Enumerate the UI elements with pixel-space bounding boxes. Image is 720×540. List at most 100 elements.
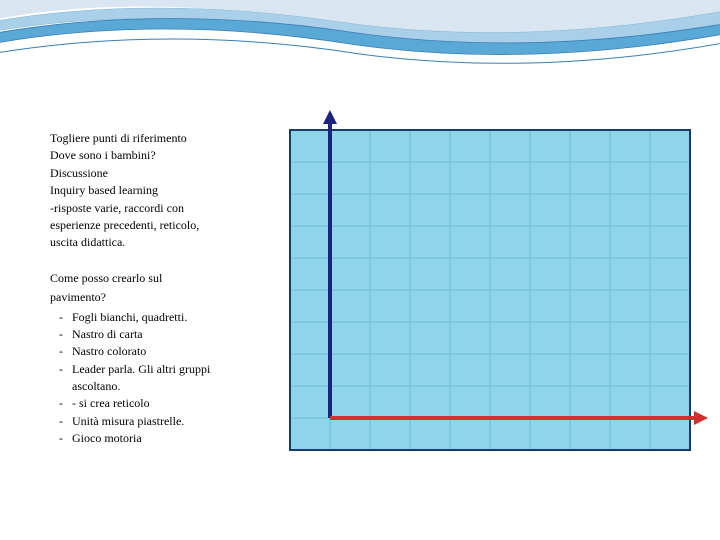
list-bullet: - <box>50 413 72 430</box>
grid-cell <box>290 354 330 386</box>
p1-line: -risposte varie, raccordi con <box>50 200 290 217</box>
grid-cell <box>370 322 410 354</box>
grid-cell <box>290 418 330 450</box>
grid-cell <box>290 290 330 322</box>
grid-cell <box>450 258 490 290</box>
list-bullet: - <box>50 395 72 412</box>
grid-cell <box>330 258 370 290</box>
grid-cell <box>330 162 370 194</box>
grid-cell <box>410 386 450 418</box>
grid-cell <box>450 418 490 450</box>
grid-cell <box>410 130 450 162</box>
grid-cell <box>410 194 450 226</box>
p1-line: uscita didattica. <box>50 234 290 251</box>
list-bullet: - <box>50 430 72 447</box>
grid-cell <box>330 418 370 450</box>
grid-cell <box>330 226 370 258</box>
grid-cell <box>290 162 330 194</box>
grid-cell <box>650 130 690 162</box>
grid-cell <box>450 354 490 386</box>
grid-cell <box>570 386 610 418</box>
list-bullet: - <box>50 343 72 360</box>
grid-cell <box>450 194 490 226</box>
grid-cell <box>490 418 530 450</box>
grid-cell <box>570 130 610 162</box>
grid-cell <box>490 226 530 258</box>
grid-cell <box>530 194 570 226</box>
grid-cell <box>370 354 410 386</box>
list-text: ascoltano. <box>72 378 290 395</box>
grid-cell <box>370 258 410 290</box>
grid-cell <box>370 162 410 194</box>
grid-cell <box>450 386 490 418</box>
grid-cell <box>490 354 530 386</box>
p2-intro-line: Come posso crearlo sul <box>50 270 290 287</box>
grid-cell <box>410 226 450 258</box>
grid-cell <box>570 194 610 226</box>
grid-cell <box>450 162 490 194</box>
grid-cell <box>610 194 650 226</box>
grid-cell <box>530 130 570 162</box>
grid-cell <box>370 290 410 322</box>
grid-cell <box>450 226 490 258</box>
p1-line: Togliere punti di riferimento <box>50 130 290 147</box>
grid-cell <box>330 354 370 386</box>
grid-cell <box>650 162 690 194</box>
list-text: Nastro di carta <box>72 326 290 343</box>
grid-cell <box>490 162 530 194</box>
grid-cell <box>650 226 690 258</box>
p1-line: Inquiry based learning <box>50 182 290 199</box>
grid-cell <box>530 226 570 258</box>
grid-cell <box>530 354 570 386</box>
grid-cell <box>610 354 650 386</box>
list-text: Gioco motoria <box>72 430 290 447</box>
grid-cell <box>410 258 450 290</box>
grid-cell <box>490 258 530 290</box>
grid-cell <box>490 322 530 354</box>
grid-cell <box>330 130 370 162</box>
grid-cell <box>290 130 330 162</box>
grid-cell <box>650 194 690 226</box>
list-bullet: - <box>50 326 72 343</box>
grid-cell <box>530 418 570 450</box>
list-item: - Unità misura piastrelle. <box>50 413 290 430</box>
grid-cell <box>610 386 650 418</box>
grid-cell <box>650 258 690 290</box>
grid-cell <box>410 354 450 386</box>
grid-cell <box>450 290 490 322</box>
grid-cell <box>570 418 610 450</box>
grid-cell <box>610 162 650 194</box>
p1-line: esperienze precedenti, reticolo, <box>50 217 290 234</box>
header-wave-decoration <box>0 0 720 90</box>
grid-cell <box>450 322 490 354</box>
paragraph-1: Togliere punti di riferimento Dove sono … <box>50 130 290 252</box>
list-item: - Leader parla. Gli altri gruppi <box>50 361 290 378</box>
grid-cell <box>570 226 610 258</box>
grid-cell <box>530 322 570 354</box>
grid-cell <box>490 130 530 162</box>
list-item: - Nastro colorato <box>50 343 290 360</box>
x-axis-arrowhead <box>694 411 708 425</box>
grid-cell <box>610 226 650 258</box>
grid-cell <box>410 322 450 354</box>
grid-cell <box>650 418 690 450</box>
grid-cell <box>330 194 370 226</box>
grid-cell <box>530 258 570 290</box>
grid-cell <box>410 290 450 322</box>
p1-line: Discussione <box>50 165 290 182</box>
list-bullet: - <box>50 361 72 378</box>
grid-cell <box>650 354 690 386</box>
grid-cell <box>490 386 530 418</box>
grid-cell <box>610 322 650 354</box>
list-text: Nastro colorato <box>72 343 290 360</box>
grid-cell <box>610 418 650 450</box>
list-text: Unità misura piastrelle. <box>72 413 290 430</box>
grid-cell <box>570 354 610 386</box>
p2-intro-line: pavimento? <box>50 289 290 306</box>
grid-cell <box>290 322 330 354</box>
text-content: Togliere punti di riferimento Dove sono … <box>50 130 290 448</box>
grid-cell <box>330 290 370 322</box>
grid-cell <box>530 386 570 418</box>
grid-chart <box>290 130 690 450</box>
grid-cell <box>370 418 410 450</box>
